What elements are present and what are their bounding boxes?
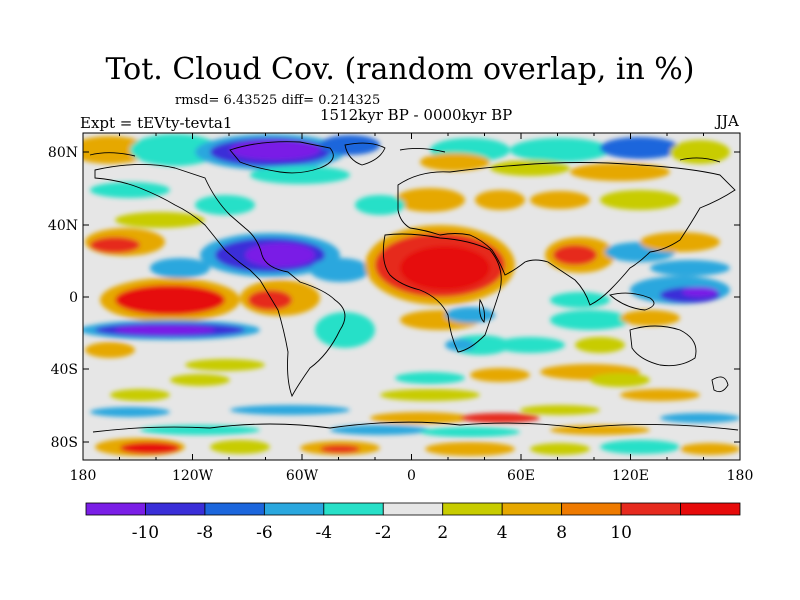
- colorbar-swatch: [145, 502, 206, 516]
- season-label: JJA: [716, 112, 739, 130]
- colorbar-label: 10: [610, 523, 632, 543]
- colorbar-swatch: [204, 502, 265, 516]
- colorbar-label: -8: [197, 523, 214, 543]
- colorbar-swatch: [382, 502, 444, 516]
- lon-tick-label: 120E: [612, 468, 649, 484]
- colorbar-swatch: [561, 502, 622, 516]
- colorbar-label: -6: [256, 523, 273, 543]
- lat-tick-label: 80N: [48, 145, 78, 161]
- colorbar-label: -2: [375, 523, 392, 543]
- axis-ticks: [82, 133, 741, 460]
- colorbar-label: -4: [316, 523, 333, 543]
- lon-tick-label: 60W: [286, 468, 319, 484]
- anomaly-field: [83, 133, 740, 460]
- colorbar-swatch: [442, 502, 503, 516]
- colorbar-label: 2: [437, 523, 448, 543]
- lon-tick-labels: 180 120W 60W 0 60E 120E 180: [70, 468, 754, 484]
- lat-tick-label: 40N: [48, 218, 78, 234]
- lon-tick-label: 120W: [172, 468, 214, 484]
- colorbar-label: -10: [132, 523, 159, 543]
- coastlines: [89, 141, 739, 433]
- map-title: Tot. Cloud Cov. (random overlap, in %): [105, 52, 695, 87]
- lon-tick-label: 180: [70, 468, 97, 484]
- colorbar-swatch: [263, 502, 325, 516]
- lat-tick-label: 40S: [51, 362, 78, 378]
- colorbar-label: 8: [556, 523, 567, 543]
- colorbar-swatch: [501, 502, 563, 516]
- lon-tick-label: 60E: [507, 468, 535, 484]
- colorbar-swatch: [620, 502, 681, 516]
- lon-tick-label: 0: [407, 468, 416, 484]
- colorbar-swatch: [323, 502, 384, 516]
- colorbar: [85, 502, 741, 516]
- stats-label: rmsd= 6.43525 diff= 0.214325: [175, 93, 381, 108]
- experiment-label: Expt = tEVty-tevta1: [80, 114, 233, 132]
- colorbar-swatch: [680, 502, 741, 516]
- lat-tick-label: 0: [69, 290, 78, 306]
- colorbar-label: 4: [497, 523, 508, 543]
- lon-tick-label: 180: [727, 468, 754, 484]
- period-label: 1512kyr BP - 0000kyr BP: [320, 106, 513, 124]
- colorbar-swatch: [85, 502, 146, 516]
- lat-tick-labels: 80N 40N 0 40S 80S: [48, 145, 78, 451]
- colorbar-labels: -10 -8 -6 -4 -2 2 4 8 10: [132, 523, 632, 543]
- lat-tick-label: 80S: [51, 435, 78, 451]
